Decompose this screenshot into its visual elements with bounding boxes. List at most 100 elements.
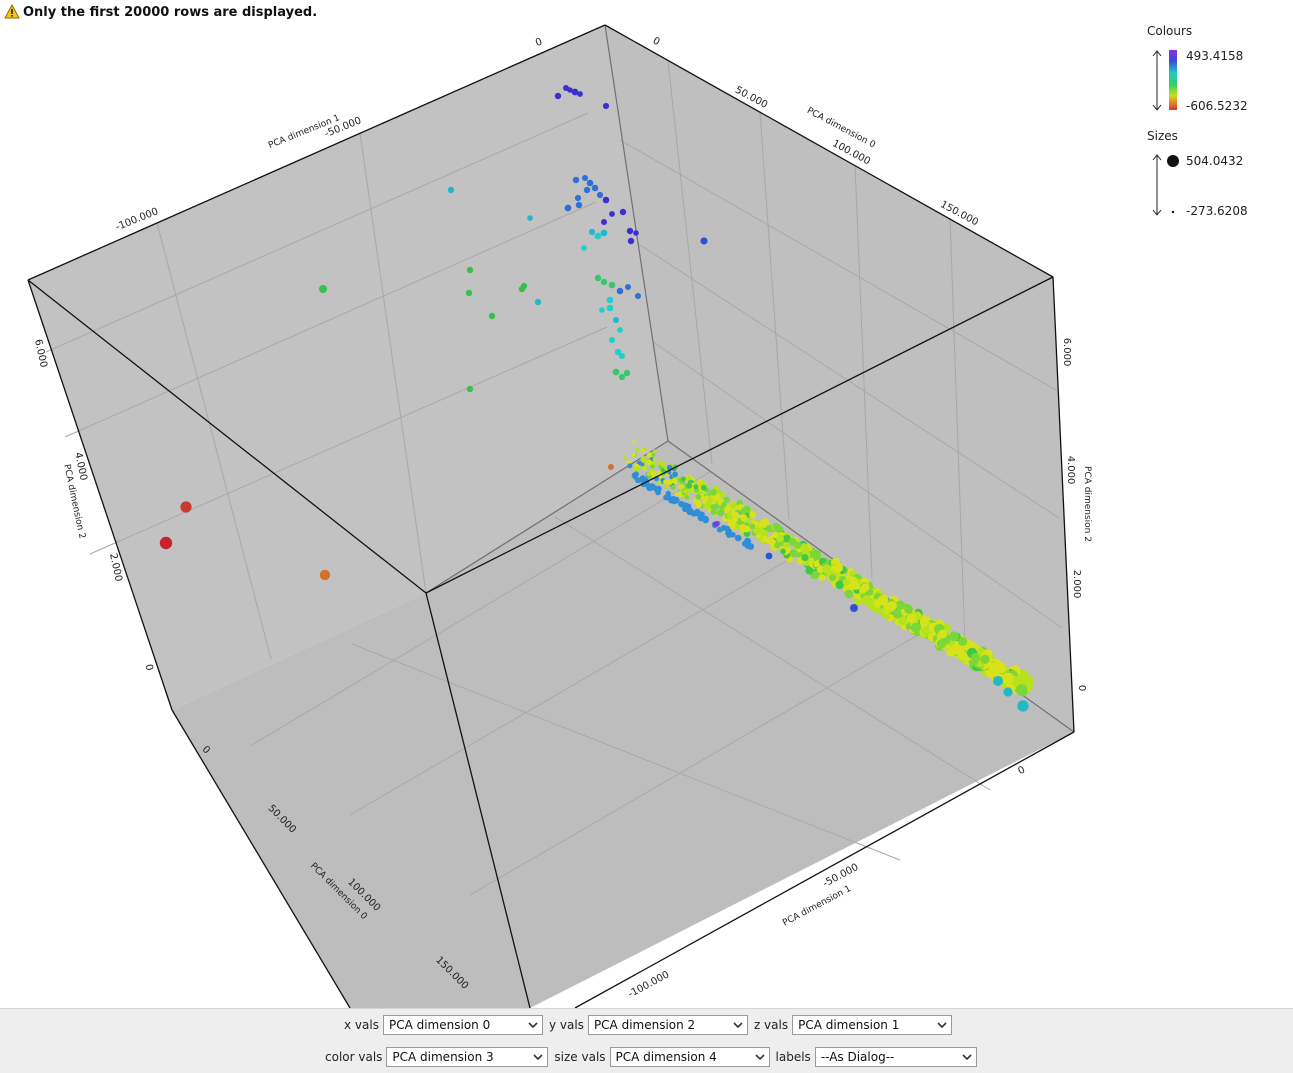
data-point-outlier-12 [534,298,542,306]
z-vals-label: z vals [753,1018,789,1032]
x-vals-select[interactable]: PCA dimension 0 [382,1015,543,1035]
data-point-band-edge-21 [686,508,693,516]
data-point-band-321 [666,479,673,486]
data-point-band-582 [701,484,707,491]
color-vals-value: PCA dimension 3 [392,1050,494,1064]
data-point-band-223 [810,571,819,580]
control-panel: x vals PCA dimension 0 y vals PCA dimens… [0,1008,1293,1073]
x-vals-label: x vals [344,1018,379,1032]
data-point-band-433 [635,447,640,452]
legend-size-min-marker [1171,210,1175,214]
data-point-band-418 [818,574,826,581]
data-point-column-12 [602,196,610,204]
data-point-band-754 [780,548,786,555]
data-point-column-3 [577,91,583,97]
labels-select[interactable]: --As Dialog-- [814,1047,977,1067]
data-point-column-22 [581,245,587,251]
data-point-outlier-9 [520,282,528,290]
data-point-column-29 [616,287,624,295]
data-point-band-483 [796,558,803,565]
data-point-band-469 [649,464,655,470]
y-vals-select[interactable]: PCA dimension 2 [587,1015,748,1035]
data-point-outlier-5 [465,289,473,297]
data-point-band-746 [884,602,894,611]
data-point-band-745 [911,622,922,633]
data-point-band-411 [646,472,651,477]
data-point-band-edge-46 [734,534,742,542]
data-point-outlier-7 [466,385,474,393]
data-point-column-5 [602,102,610,110]
tick-label-z-bottom-50: -50.000 [821,862,860,890]
data-point-band-450 [631,452,636,457]
z-vals-select[interactable]: PCA dimension 1 [792,1015,953,1035]
data-point-band-199 [723,496,730,503]
chevron-down-icon [528,1022,538,1029]
data-point-band-758 [707,496,714,503]
data-point-column-6 [582,175,588,181]
tick-label-y-right-2000: 2.000 [1071,570,1082,599]
data-point-band-664 [731,517,738,523]
data-point-band-728 [721,501,727,508]
data-point-band-edge-59 [730,532,736,538]
data-point-band-425 [732,511,738,517]
data-point-band-460 [657,480,662,485]
data-point-band-752 [761,529,768,537]
data-point-band-672 [640,455,645,460]
data-point-column-13 [609,211,615,217]
data-point-column-11 [572,176,580,184]
data-point-band-110 [622,456,627,460]
data-point-column-15 [619,208,627,216]
data-point-band-667 [653,449,657,453]
scatter-3d-plot[interactable]: 0 -50.000 -100.000 PCA dimension 1 0 50.… [0,0,1293,1008]
data-point-band-734 [801,554,809,562]
tick-label-y-left-0: 0 [142,663,154,672]
data-point-column-32 [606,296,614,304]
data-point-column-20 [594,232,602,240]
tick-label-z-bottom-100: -100.000 [626,969,671,1000]
tick-label-y-right-6000: 6.000 [1061,338,1072,367]
axis-label-y-right: PCA dimension 2 [1082,466,1092,542]
data-point-outlier-20 [765,552,773,560]
size-vals-value: PCA dimension 4 [615,1050,717,1064]
data-point-column-4 [554,92,562,100]
color-vals-select[interactable]: PCA dimension 3 [386,1047,549,1067]
data-point-column-26 [594,274,602,282]
data-point-band-275 [652,457,657,462]
data-point-band-625 [835,580,844,590]
data-point-band-756 [703,502,710,509]
chevron-down-icon [962,1054,972,1061]
data-point-band-538 [634,466,640,473]
data-point-band-690 [812,550,819,557]
data-point-column-17 [633,230,639,236]
color-vals-label: color vals [325,1050,383,1064]
data-point-band-676 [754,520,760,526]
data-point-column-33 [613,317,619,323]
data-point-band-755 [822,564,832,573]
data-point-band-314 [670,484,676,490]
data-points [159,85,1035,712]
data-point-band-741 [717,509,725,517]
data-point-band-757 [996,663,1007,674]
y-vals-value: PCA dimension 2 [593,1018,696,1032]
data-point-band-759 [1002,672,1014,685]
data-point-outlier-0 [180,501,192,513]
data-point-band-674 [735,524,741,530]
data-point-column-9 [596,191,604,199]
data-point-column-42 [599,307,605,313]
data-point-band-edge-34 [716,526,723,533]
data-point-outlier-14 [850,604,858,612]
data-point-band-711 [772,532,779,539]
data-point-band-729 [949,631,960,642]
data-point-band-123 [687,488,693,493]
data-point-band-656 [753,527,761,535]
y-vals-label: y vals [548,1018,584,1032]
data-point-column-8 [591,184,599,192]
legend-sizes-title: Sizes [1147,129,1178,143]
data-point-band-edge-36 [648,483,656,491]
data-point-band-675 [859,586,867,594]
data-point-band-723 [970,652,981,663]
data-point-band-751 [773,525,780,532]
data-point-band-499 [957,650,967,660]
size-vals-select[interactable]: PCA dimension 4 [609,1047,770,1067]
data-point-outlier-2 [319,569,331,581]
